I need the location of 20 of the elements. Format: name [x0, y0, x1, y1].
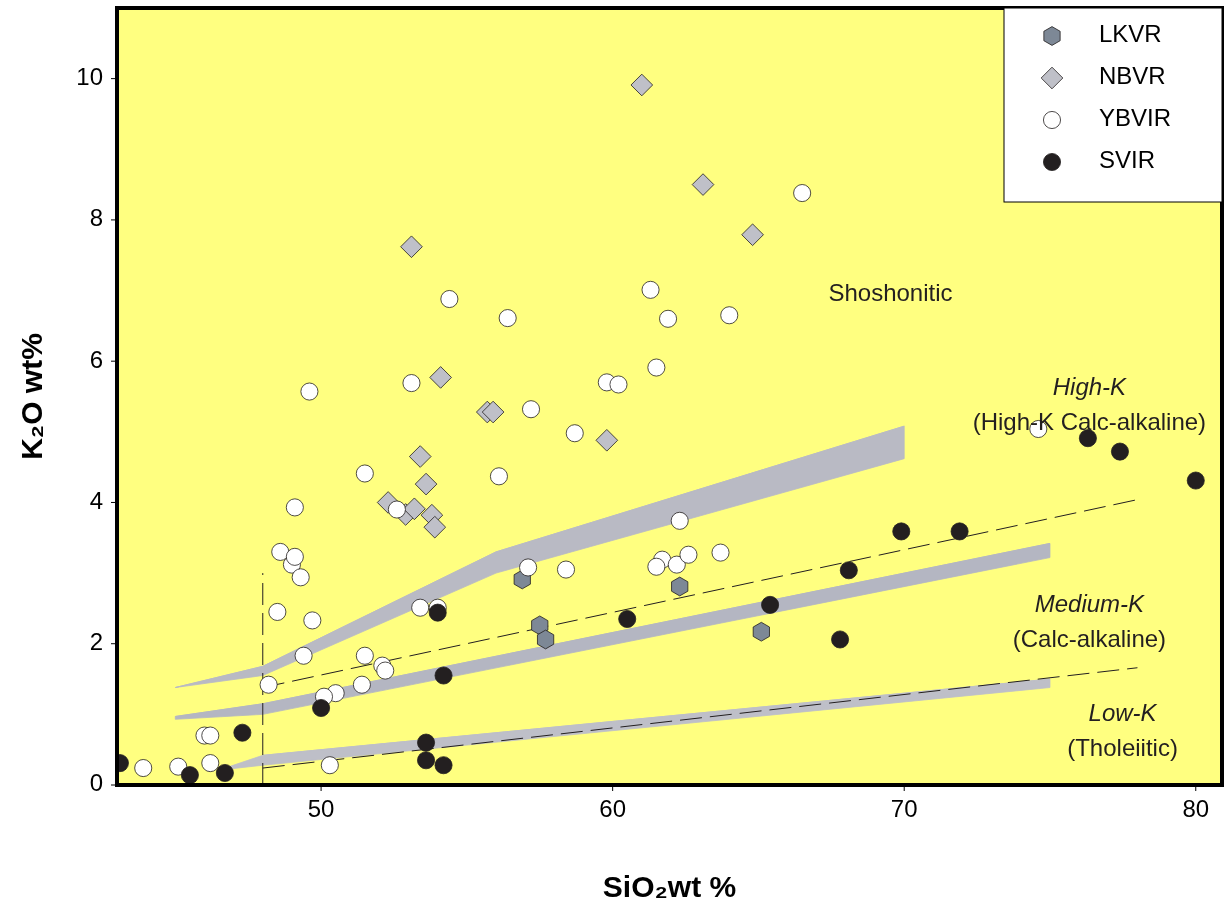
x-tick-label: 60: [599, 795, 626, 822]
y-tick-label: 4: [89, 486, 103, 514]
annotation: Medium-K (Calc-alkaline): [1012, 590, 1167, 653]
x-tick-label: 80: [1182, 795, 1210, 822]
legend-label: NBVR: [1099, 62, 1166, 90]
y-tick-label: 6: [89, 345, 103, 373]
x-tick-label: 70: [890, 795, 918, 822]
y-tick-label: 8: [89, 204, 103, 232]
x-axis-title: SiO₂wt %: [602, 870, 737, 903]
x-tick-label: 50: [307, 795, 335, 822]
legend-label: YBVIR: [1099, 104, 1172, 132]
y-tick-label: 0: [89, 769, 103, 797]
y-tick-label: 2: [89, 628, 103, 656]
legend-label: SVIR: [1099, 146, 1156, 174]
annotation: Low-K (Tholeiitic): [1067, 699, 1178, 762]
y-axis-title: K₂O wt%: [15, 333, 48, 460]
annotation: High-K (High-K Calc-alkaline): [972, 373, 1207, 436]
legend-label: LKVR: [1099, 20, 1162, 48]
y-tick-label: 10: [76, 62, 103, 90]
annotation: Shoshonitic: [828, 279, 953, 307]
